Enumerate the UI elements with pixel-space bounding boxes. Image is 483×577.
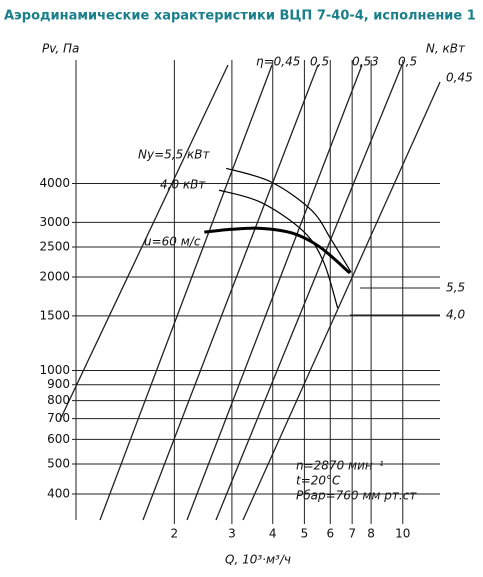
y-tick-label: 4000 (39, 176, 70, 190)
y-axis-label: Pv, Па (42, 42, 79, 56)
y-tick-label: 800 (47, 393, 70, 407)
y-tick-label: 3000 (39, 215, 70, 229)
efficiency-label: 0,45 (446, 71, 473, 85)
x-tick-label: 8 (367, 527, 375, 541)
curve (225, 167, 352, 273)
x-tick-label: 6 (326, 527, 334, 541)
x-tick-label: 2 (171, 527, 179, 541)
power-label: 5,5 (446, 281, 465, 295)
efficiency-label: 0,53 (352, 55, 379, 69)
x-tick-label: 4 (269, 527, 277, 541)
y-tick-label: 400 (47, 487, 70, 501)
annotation: n=2870 мин⁻¹ (296, 459, 384, 473)
y2-axis-label: N, кВт (426, 42, 466, 56)
efficiency-label: η=0,45 (256, 55, 300, 69)
x-tick-label: 3 (228, 527, 236, 541)
annotation: Рбар=760 мм рт.ст (296, 489, 417, 503)
y-tick-label: 700 (47, 411, 70, 425)
diagonals (59, 64, 441, 521)
power-label: 4,0 (446, 308, 465, 322)
x-tick-label: 7 (348, 527, 356, 541)
chart-title: Аэродинамические характеристики ВЦП 7-40… (4, 9, 476, 24)
y-tick-label: 2000 (39, 270, 70, 284)
curve (218, 189, 339, 309)
x-tick-label: 10 (395, 527, 410, 541)
efficiency-label: 0,5 (398, 55, 417, 69)
x-tick-label: 5 (301, 527, 309, 541)
y-tick-label: 1500 (39, 308, 70, 322)
y-tick-label: 2500 (39, 239, 70, 253)
y-tick-label: 1000 (39, 363, 70, 377)
annotation: t=20°C (296, 474, 341, 488)
efficiency-label: 0,5 (310, 55, 329, 69)
y-tick-label: 500 (47, 456, 70, 470)
curve-label: 4,0 кВт (160, 178, 206, 192)
y-tick-label: 900 (47, 377, 70, 391)
x-axis-label: Q, 10³·м³/ч (225, 553, 291, 567)
curve-label: u=60 м/с (144, 235, 201, 249)
curve (204, 226, 351, 275)
y-tick-label: 600 (47, 432, 70, 446)
